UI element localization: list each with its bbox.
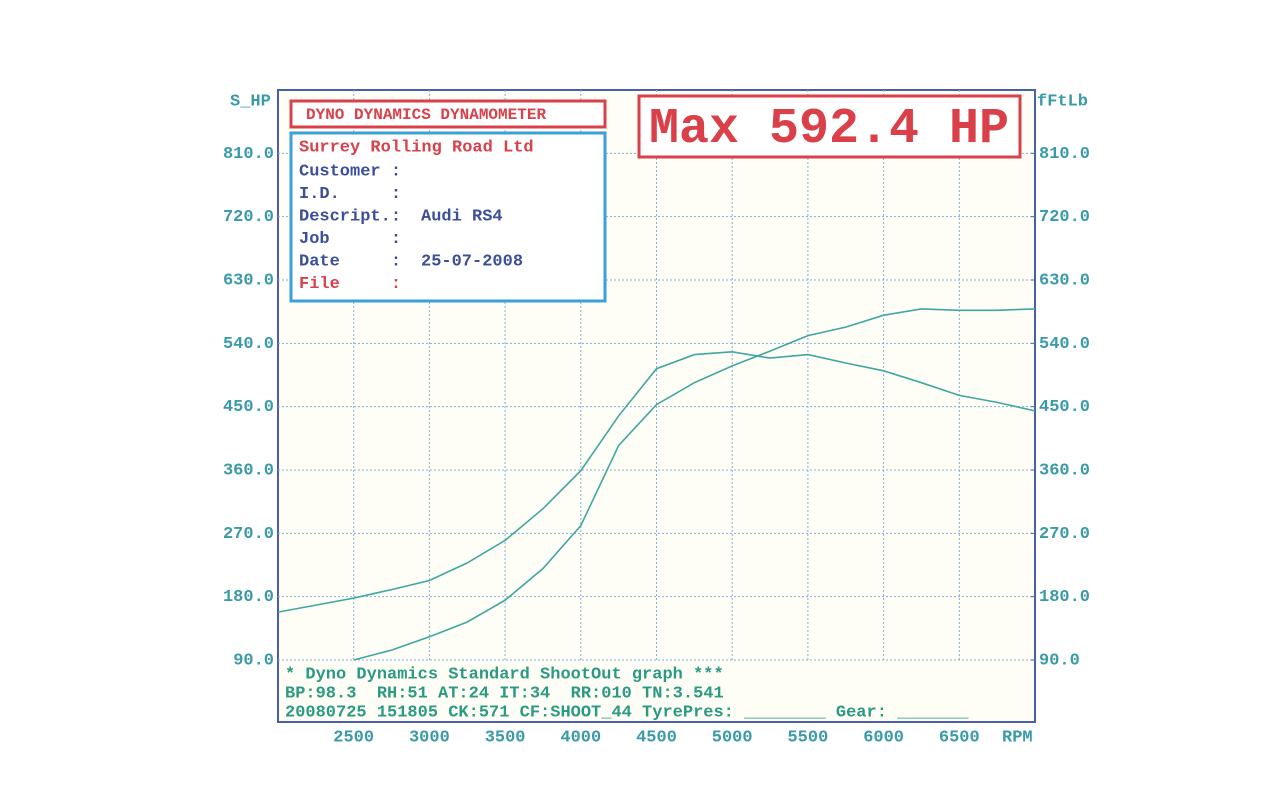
- y2-tick-label: 270.0: [1039, 525, 1090, 544]
- x-axis-label: RPM: [1002, 728, 1033, 747]
- info-label: Job :: [299, 230, 401, 249]
- info-company: Surrey Rolling Road Ltd: [299, 138, 534, 157]
- footer-line: 20080725 151805 CK:571 CF:SHOOT_44 TyreP…: [285, 703, 969, 722]
- info-label: Date :: [299, 252, 401, 271]
- x-tick-label: 5000: [712, 728, 753, 747]
- x-tick-label: 4000: [560, 728, 601, 747]
- y2-tick-label: 720.0: [1039, 208, 1090, 227]
- footer-line: BP:98.3 RH:51 AT:24 IT:34 RR:010 TN:3.54…: [285, 684, 724, 703]
- y-tick-label: 270.0: [223, 525, 274, 544]
- max-annotation: Max 592.4 HP: [649, 101, 1009, 158]
- title-box: [289, 99, 607, 129]
- max-box: [637, 94, 1022, 159]
- y2-tick-label: 360.0: [1039, 461, 1090, 480]
- y-tick-label: 720.0: [223, 208, 274, 227]
- info-value: Audi RS4: [421, 207, 503, 226]
- info-label: Descript.:: [299, 207, 401, 226]
- series-line: [277, 350, 1036, 613]
- y2-tick-label: 540.0: [1039, 335, 1090, 354]
- x-tick-label: 3000: [409, 728, 450, 747]
- y2-tick-label: 810.0: [1039, 145, 1090, 164]
- y2-tick-label: 90.0: [1039, 651, 1080, 670]
- y-tick-label: 90.0: [233, 651, 274, 670]
- y-axis-label: S_HP: [230, 92, 271, 111]
- y2-tick-label: 450.0: [1039, 398, 1090, 417]
- x-tick-label: 6500: [939, 728, 980, 747]
- y-tick-label: 450.0: [223, 398, 274, 417]
- x-tick-label: 6000: [863, 728, 904, 747]
- x-tick-label: 4500: [636, 728, 677, 747]
- y-tick-label: 810.0: [223, 145, 274, 164]
- x-tick-label: 2500: [333, 728, 374, 747]
- y2-tick-label: 630.0: [1039, 271, 1090, 290]
- y2-tick-label: 180.0: [1039, 588, 1090, 607]
- x-tick-label: 5500: [787, 728, 828, 747]
- series-line: [353, 308, 1036, 661]
- y-tick-label: 540.0: [223, 335, 274, 354]
- info-value: 25-07-2008: [421, 252, 523, 271]
- x-tick-label: 3500: [485, 728, 526, 747]
- y-tick-label: 630.0: [223, 271, 274, 290]
- y-tick-label: 180.0: [223, 588, 274, 607]
- y2-axis-label: fFtLb: [1037, 92, 1088, 111]
- info-box: [289, 131, 607, 303]
- y-tick-label: 360.0: [223, 461, 274, 480]
- info-label: I.D. :: [299, 185, 401, 204]
- info-label: File :: [299, 275, 401, 294]
- info-label: Customer :: [299, 162, 401, 181]
- footer-line: * Dyno Dynamics Standard ShootOut graph …: [285, 665, 724, 684]
- chart-title: DYNO DYNAMICS DYNAMOMETER: [306, 106, 546, 124]
